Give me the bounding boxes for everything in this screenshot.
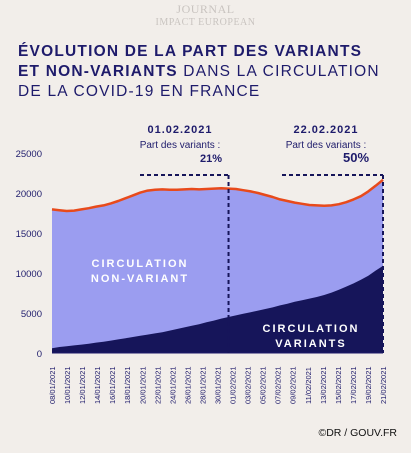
title-line1: ÉVOLUTION DE LA PART DES VARIANTS	[18, 43, 363, 60]
annotation-value: 50%	[343, 150, 369, 165]
x-tick-label: 13/02/2021	[319, 366, 328, 404]
total-line	[51, 178, 384, 213]
x-tick-label: 26/01/2021	[183, 366, 192, 404]
y-tick-label: 15000	[16, 229, 42, 240]
x-tick-label: 22/01/2021	[153, 366, 162, 404]
chart-title: ÉVOLUTION DE LA PART DES VARIANTS ET NON…	[18, 42, 408, 102]
annotation-date: 22.02.2021	[293, 124, 358, 136]
x-tick-label: 16/01/2021	[108, 366, 117, 404]
title-line3: DE LA COVID-19 EN FRANCE	[18, 83, 261, 100]
nonvariant-label-1: CIRCULATION	[92, 258, 189, 270]
y-tick-label: 20000	[16, 189, 42, 200]
x-tick-label: 01/02/2021	[229, 366, 238, 404]
x-tick-label: 08/01/2021	[48, 366, 57, 404]
x-tick-label: 17/02/2021	[349, 366, 358, 404]
x-tick-label: 09/02/2021	[289, 366, 298, 404]
variant-label-1: CIRCULATION	[263, 323, 360, 335]
x-tick-label: 10/01/2021	[63, 366, 72, 404]
y-tick-label: 25000	[16, 149, 42, 160]
x-tick-label: 24/01/2021	[168, 366, 177, 404]
x-tick-label: 12/01/2021	[78, 366, 87, 404]
variant-label-2: VARIANTS	[275, 338, 346, 350]
title-line2-rest: DANS LA CIRCULATION	[177, 63, 380, 80]
x-tick-label: 30/01/2021	[214, 366, 223, 404]
variant-area	[52, 265, 383, 353]
annotation-date: 01.02.2021	[147, 124, 212, 136]
x-tick-label: 15/02/2021	[334, 366, 343, 404]
x-tick-label: 21/02/2021	[379, 366, 388, 404]
title-line2-bold: ET NON-VARIANTS	[18, 63, 178, 80]
x-tick-label: 03/02/2021	[244, 366, 253, 404]
annotation-text: Part des variants :	[286, 140, 367, 151]
y-tick-label: 10000	[16, 269, 42, 280]
annotation-text: Part des variants :	[140, 140, 221, 151]
y-tick-label: 0	[37, 349, 42, 360]
photo-credit: ©DR / GOUV.FR	[318, 427, 397, 439]
x-tick-label: 14/01/2021	[93, 366, 102, 404]
x-tick-label: 07/02/2021	[274, 366, 283, 404]
x-tick-label: 05/02/2021	[259, 366, 268, 404]
x-tick-label: 20/01/2021	[138, 366, 147, 404]
y-tick-label: 5000	[21, 309, 42, 320]
x-tick-label: 28/01/2021	[198, 366, 207, 404]
annotation-value: 21%	[200, 153, 222, 165]
watermark-impact-european: IMPACT EUROPEAN	[155, 17, 256, 28]
x-tick-label: 11/02/2021	[304, 367, 313, 404]
nonvariant-label-2: NON-VARIANT	[91, 273, 189, 285]
x-tick-label: 18/01/2021	[123, 366, 132, 404]
watermark-journal: JOURNAL	[176, 2, 235, 16]
x-tick-label: 19/02/2021	[364, 366, 373, 404]
